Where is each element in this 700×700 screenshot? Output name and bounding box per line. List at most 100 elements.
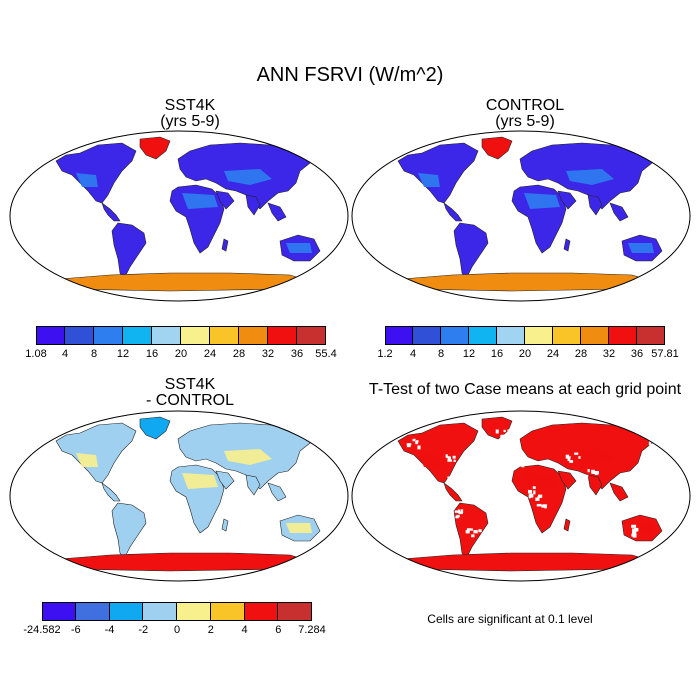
nonsig-cell (457, 509, 461, 514)
region-asiaDry (224, 449, 272, 465)
map-ttest (351, 410, 691, 582)
continent-seasia (267, 202, 287, 222)
colorbar-swatch (152, 326, 181, 345)
map-sst4k (9, 130, 349, 302)
nonsig-cell (523, 456, 527, 460)
nonsig-cell (446, 456, 450, 459)
continent-seasia (609, 482, 629, 502)
region-usDry (418, 453, 440, 467)
nonsig-cell (586, 474, 589, 477)
nonsig-cell (412, 438, 416, 442)
panel-title-sst4k: SST4K (yrs 5-9) (40, 98, 340, 130)
nonsig-cell (528, 493, 534, 498)
region-usDry (76, 453, 98, 467)
nonsig-cell (447, 459, 453, 462)
nonsig-cell (521, 460, 524, 464)
map-border (9, 130, 349, 302)
panel-title-sst4k-line1: SST4K (164, 97, 216, 114)
colorbar-swatch (210, 602, 245, 621)
nonsig-cell (536, 503, 542, 507)
nonsig-cell (594, 470, 599, 475)
colorbar-swatch (65, 326, 94, 345)
colorbar-swatch (109, 602, 144, 621)
nonsig-cell (532, 486, 536, 489)
map-control (351, 130, 691, 302)
nonsig-cell (471, 534, 475, 538)
nonsig-cell (592, 470, 595, 475)
nonsig-cell (569, 460, 574, 463)
nonsig-cell (473, 530, 478, 534)
panel-title-ttest-line1: T-Test of two Case means at each grid po… (368, 381, 682, 398)
continent-greenland (139, 136, 171, 160)
nonsig-cell (574, 452, 579, 455)
colorbar-tick-label: 8 (90, 348, 98, 360)
region-sahara (524, 473, 560, 489)
map-border (9, 410, 349, 582)
colorbar-control: 1.2 4 8 12 16 20 24 28 32 36 57.81 (377, 326, 679, 360)
nonsig-cell (500, 435, 505, 440)
colorbar-swatch (553, 326, 581, 345)
colorbar-tick-label: 12 (462, 348, 476, 360)
colorbar-tick-label: 36 (630, 348, 644, 360)
colorbar-tick-label: 4 (61, 348, 69, 360)
nonsig-cell (658, 442, 662, 445)
colorbar-swatch (177, 602, 211, 621)
continent-samerica (111, 502, 147, 560)
nonsig-cell (447, 476, 453, 481)
colorbar-tick-label: 1.08 (25, 348, 47, 360)
colorbar-swatch (609, 326, 637, 345)
continent-india (587, 194, 603, 216)
nonsig-cell (567, 456, 571, 459)
continent-antarctica (401, 552, 653, 572)
colorbar-tick-label: 28 (574, 348, 588, 360)
nonsig-cell (657, 442, 663, 446)
nonsig-cell (495, 429, 499, 434)
nonsig-cell (454, 477, 459, 481)
colorbar-tick-label: 6 (275, 624, 282, 636)
nonsig-cell (515, 459, 519, 463)
continent-arabia (215, 470, 235, 490)
region-sahara (524, 193, 560, 209)
continent-india (245, 474, 261, 496)
nonsig-cell (565, 454, 570, 459)
nonsig-cell (537, 494, 543, 498)
nonsig-cell (417, 445, 421, 450)
colorbar-tick-label: 7.284 (298, 624, 326, 636)
colorbar-sst4k: 1.08 4 8 12 16 20 24 28 32 36 55.4 (25, 326, 337, 360)
continent-camerica (101, 202, 121, 222)
colorbar-tick-label: 28 (232, 348, 246, 360)
nonsig-cell (648, 441, 652, 446)
continent-camerica (101, 482, 121, 502)
panel-title-diff: SST4K - CONTROL (40, 377, 340, 409)
colorbar-swatch (525, 326, 553, 345)
nonsig-cell (528, 495, 531, 499)
colorbar-tick-label: 4 (241, 624, 248, 636)
continent-arabia (557, 190, 577, 210)
nonsig-cell (452, 455, 456, 459)
colorbar-tick-label: -24.582 (23, 624, 61, 636)
nonsig-cell (454, 510, 460, 513)
nonsig-cell (415, 440, 418, 445)
colorbar-swatch (637, 326, 665, 345)
continent-greenland (481, 136, 513, 160)
colorbar-swatch (123, 326, 152, 345)
colorbar-tick-label: 55.4 (315, 348, 337, 360)
colorbar-swatch (581, 326, 609, 345)
colorbar-swatch (42, 602, 76, 621)
colorbar-tick-label: 20 (174, 348, 188, 360)
nonsig-cell (466, 528, 471, 531)
panel-title-control: CONTROL (yrs 5-9) (375, 98, 675, 130)
colorbar-tick-label: 32 (261, 348, 275, 360)
colorbar-tick-label: 57.81 (651, 348, 679, 360)
colorbar-tick-label: 24 (203, 348, 217, 360)
colorbar-tick-label: -4 (104, 624, 115, 636)
nonsig-cell (503, 429, 506, 433)
nonsig-cell (526, 457, 529, 460)
panel-title-control-line2: (yrs 5-9) (495, 113, 555, 130)
nonsig-cell (537, 496, 540, 499)
colorbar-tick-label: 32 (602, 348, 616, 360)
colorbar-swatch (441, 326, 469, 345)
panel-title-sst4k-line2: (yrs 5-9) (160, 113, 220, 130)
continent-antarctica (401, 272, 653, 292)
